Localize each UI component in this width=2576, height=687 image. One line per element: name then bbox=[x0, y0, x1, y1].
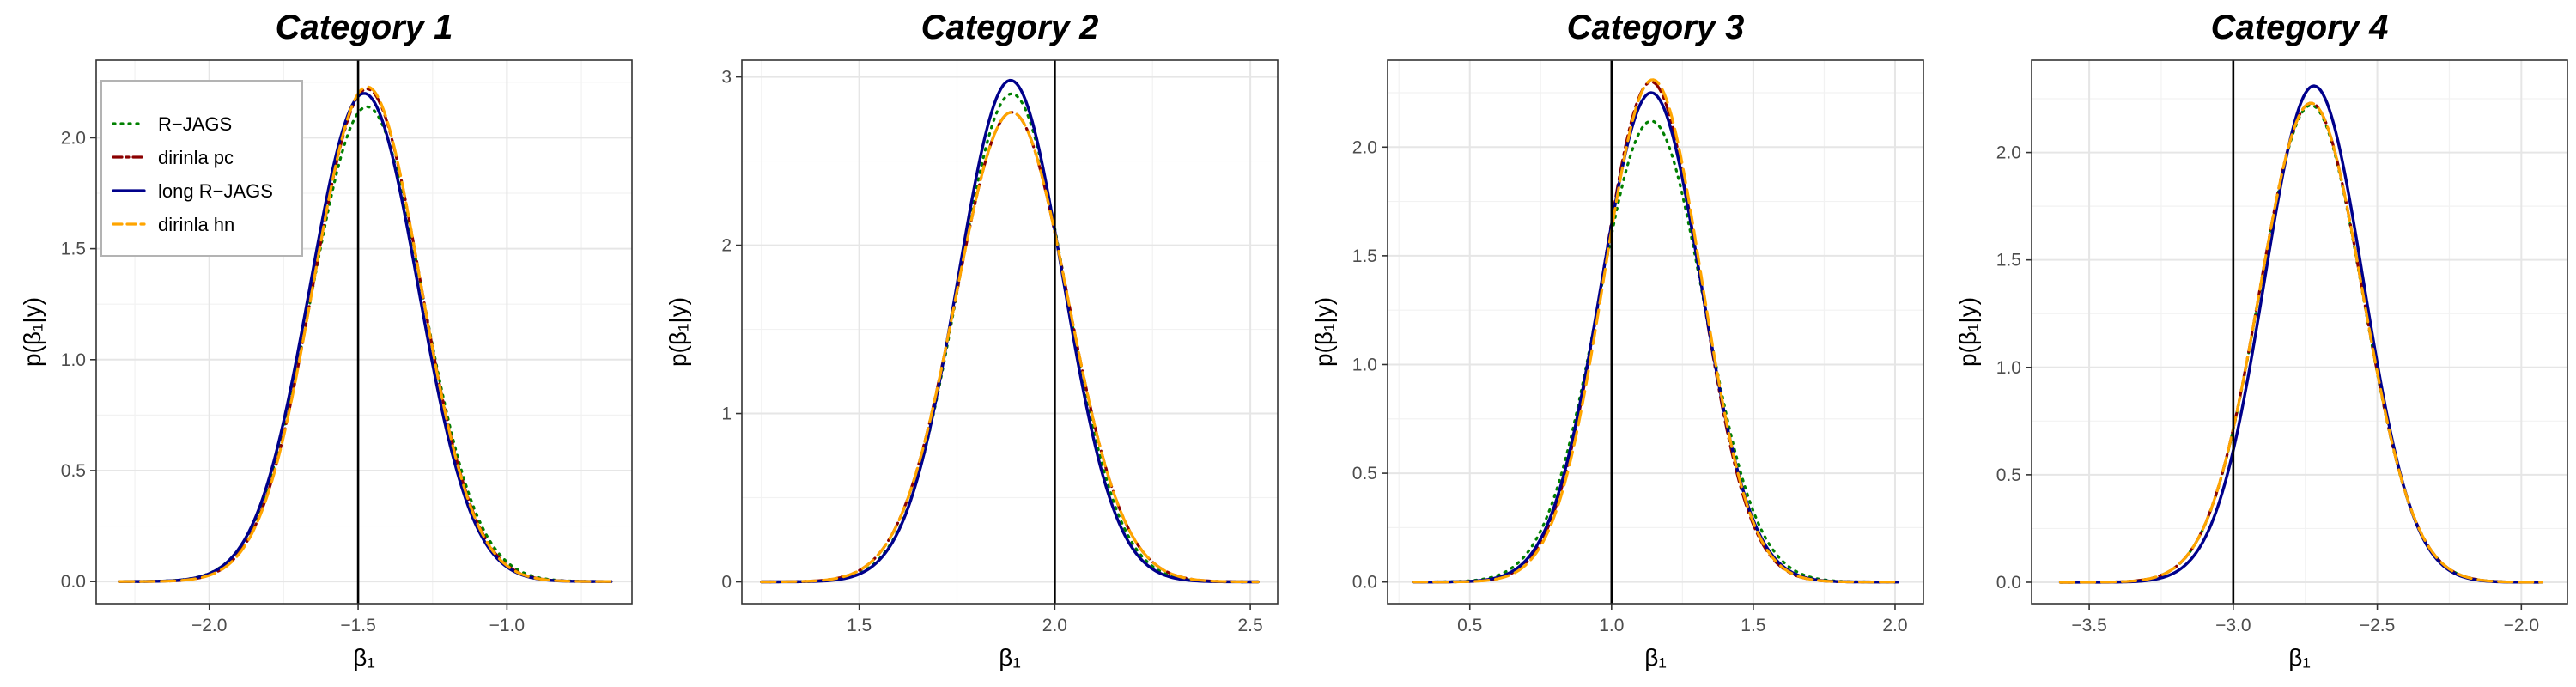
y-tick-label: 2.0 bbox=[1996, 143, 2021, 163]
chart-title: Category 2 bbox=[921, 9, 1099, 46]
y-axis-label: p(β₁|y) bbox=[1954, 297, 1981, 367]
y-tick-label: 0.0 bbox=[1352, 573, 1377, 593]
y-tick-label: 0.5 bbox=[1352, 464, 1377, 483]
series-line-r-jags bbox=[760, 92, 1260, 584]
panel-4: −3.5 −3.0 −2.5 −2.0 0.0 0.5 1.0 1.5 2.0 Category … bbox=[1954, 9, 2568, 671]
x-tick-label: 1.5 bbox=[1741, 616, 1765, 635]
series-line-dirinla-hn bbox=[760, 111, 1260, 584]
plot-background bbox=[1388, 60, 1923, 604]
panel-border bbox=[95, 59, 633, 605]
x-axis-label: β₁ bbox=[999, 644, 1021, 671]
x-tick-label: 1.5 bbox=[847, 616, 872, 635]
y-tick-label: 2.0 bbox=[61, 128, 86, 148]
panel-border bbox=[2031, 59, 2568, 605]
panel-2: 1.5 2.0 2.5 0 1 2 3 Category 2 β₁ p(β₁|y) bbox=[665, 9, 1279, 671]
series-line-dirinla-hn bbox=[2058, 101, 2543, 584]
x-axis-label: β₁ bbox=[2288, 644, 2311, 671]
y-tick-label: 0.5 bbox=[1996, 465, 2021, 485]
x-axis-label: β₁ bbox=[1644, 644, 1667, 671]
y-tick-label: 0.0 bbox=[61, 572, 86, 592]
chart-title: Category 3 bbox=[1567, 9, 1745, 46]
legend-entry: dirinla pc bbox=[158, 147, 234, 168]
y-tick-label: 0.5 bbox=[61, 461, 86, 481]
y-axis-label: p(β₁|y) bbox=[665, 297, 691, 367]
y-axis-label: p(β₁|y) bbox=[1310, 297, 1337, 367]
x-tick-label: −2.0 bbox=[191, 616, 227, 635]
legend-entry: dirinla hn bbox=[158, 214, 234, 235]
legend-box bbox=[100, 80, 303, 257]
y-tick-label: 1 bbox=[721, 404, 732, 424]
series-line-long-r-jags bbox=[760, 78, 1260, 584]
series-line-dirinla-hn bbox=[118, 85, 613, 583]
panel-1: −2.0 −1.5 −1.0 0.0 0.5 1.0 1.5 2.0 Category 1 β₁ p… bbox=[19, 9, 633, 671]
plot-background bbox=[742, 60, 1278, 604]
y-tick-label: 0 bbox=[721, 573, 732, 593]
x-axis-label: β₁ bbox=[353, 644, 375, 671]
x-tick-label: −2.5 bbox=[2360, 616, 2395, 635]
y-tick-label: 1.5 bbox=[1352, 246, 1377, 266]
x-tick-label: 2.0 bbox=[1042, 616, 1067, 635]
y-tick-label: 1.0 bbox=[61, 350, 86, 370]
y-tick-label: 3 bbox=[721, 68, 732, 88]
y-tick-label: 2.0 bbox=[1352, 137, 1377, 157]
legend-entry: long R−JAGS bbox=[158, 180, 273, 202]
x-tick-label: −2.0 bbox=[2504, 616, 2539, 635]
x-tick-label: 0.5 bbox=[1457, 616, 1482, 635]
y-tick-label: 1.0 bbox=[1996, 358, 2021, 378]
x-tick-label: 2.5 bbox=[1238, 616, 1263, 635]
legend-entry: R−JAGS bbox=[158, 113, 232, 135]
plot-background bbox=[2032, 60, 2567, 604]
legend: R−JAGS dirinla pc long R−JAGS dirinla hn bbox=[100, 80, 303, 257]
y-tick-label: 1.5 bbox=[61, 240, 86, 259]
x-tick-label: −3.0 bbox=[2215, 616, 2251, 635]
y-tick-label: 0.0 bbox=[1996, 573, 2021, 593]
y-tick-label: 2 bbox=[721, 236, 732, 256]
x-tick-label: 1.0 bbox=[1599, 616, 1624, 635]
x-tick-label: −1.0 bbox=[489, 616, 525, 635]
y-tick-label: 1.5 bbox=[1996, 251, 2021, 271]
panel-border bbox=[741, 59, 1279, 605]
panel-border bbox=[1387, 59, 1924, 605]
x-tick-label: −1.5 bbox=[340, 616, 375, 635]
chart-title: Category 1 bbox=[276, 9, 453, 46]
x-tick-label: 2.0 bbox=[1882, 616, 1907, 635]
panel-3: 0.5 1.0 1.5 2.0 0.0 0.5 1.0 1.5 2.0 Category 3 β₁ p… bbox=[1310, 9, 1924, 671]
y-tick-label: 1.0 bbox=[1352, 355, 1377, 374]
chart-title: Category 4 bbox=[2211, 9, 2389, 46]
y-axis-label: p(β₁|y) bbox=[19, 297, 46, 367]
series-line-dirinla-hn bbox=[1412, 78, 1899, 584]
x-tick-label: −3.5 bbox=[2071, 616, 2106, 635]
